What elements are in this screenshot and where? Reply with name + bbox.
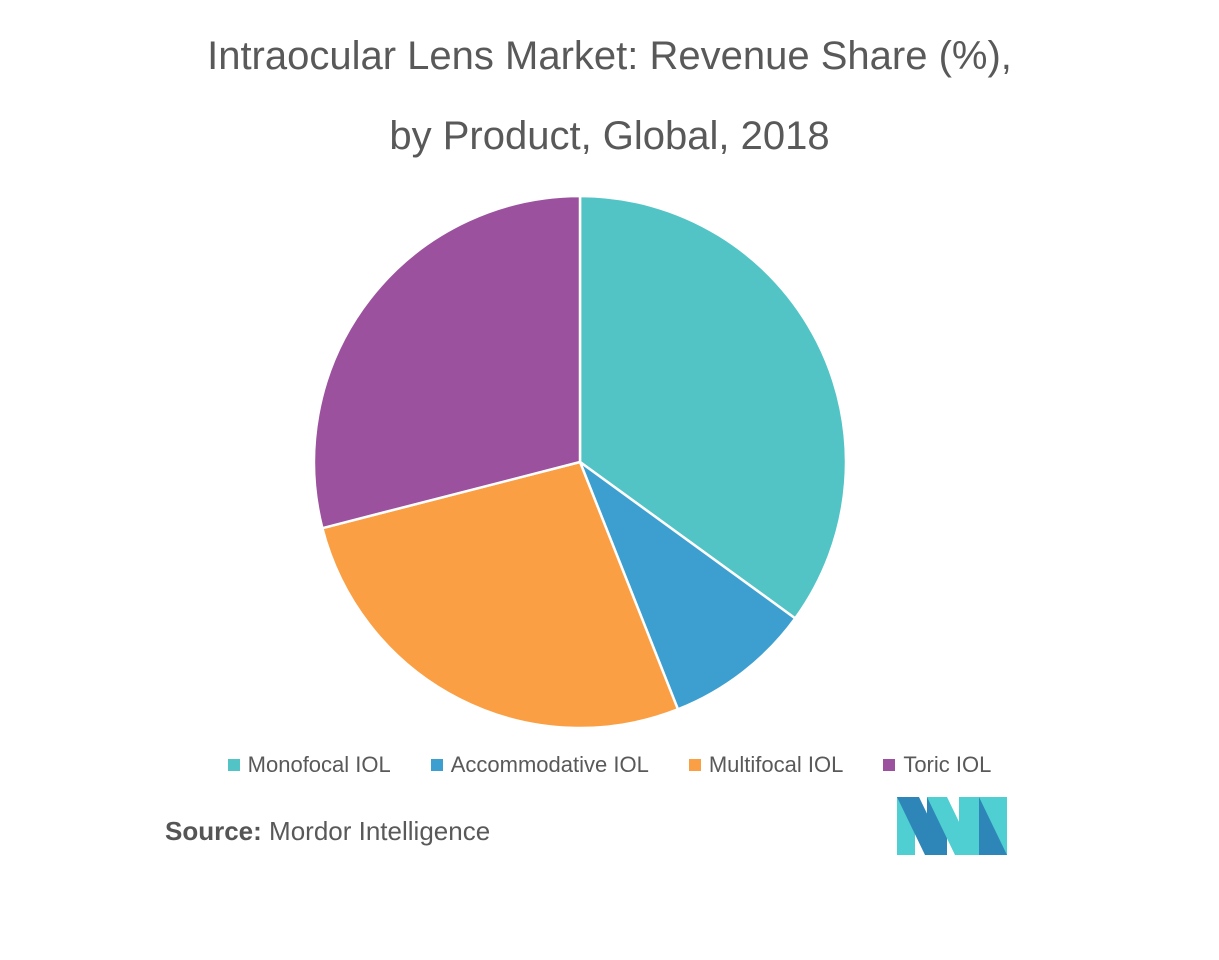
legend-label: Monofocal IOL: [247, 752, 391, 777]
legend-item-toric-iol: Toric IOL: [883, 752, 991, 778]
legend-label: Accommodative IOL: [450, 752, 649, 777]
legend-label: Toric IOL: [903, 752, 992, 777]
mordor-intelligence-logo-icon: [897, 797, 1007, 855]
legend-swatch: [688, 759, 701, 771]
pie-slice-monofocal-iol: [578, 194, 848, 620]
pie-slice-accommodative-iol: [578, 460, 797, 711]
legend-item-monofocal-iol: Monofocal IOL: [227, 752, 391, 778]
chart-legend: Monofocal IOL Accommodative IOL Multifocal…: [0, 752, 1219, 778]
legend-swatch: [430, 759, 443, 771]
pie-slices: [312, 194, 848, 730]
legend-item-multifocal-iol: Multifocal IOL: [688, 752, 844, 778]
legend-label: Multifocal IOL: [708, 752, 844, 777]
source-note: Source: Mordor Intelligence: [165, 816, 490, 847]
pie-slice-multifocal-iol: [321, 460, 680, 730]
pie-slice-toric-iol: [312, 194, 582, 530]
chart-title-line2: by Product, Global, 2018: [389, 114, 830, 158]
source-text: Mordor Intelligence: [269, 816, 491, 846]
legend-item-accommodative-iol: Accommodative IOL: [430, 752, 649, 778]
legend-swatch: [227, 759, 240, 771]
chart-title-line1: Intraocular Lens Market: Revenue Share (…: [207, 34, 1012, 78]
source-label: Source:: [165, 816, 262, 846]
legend-swatch: [883, 759, 896, 771]
